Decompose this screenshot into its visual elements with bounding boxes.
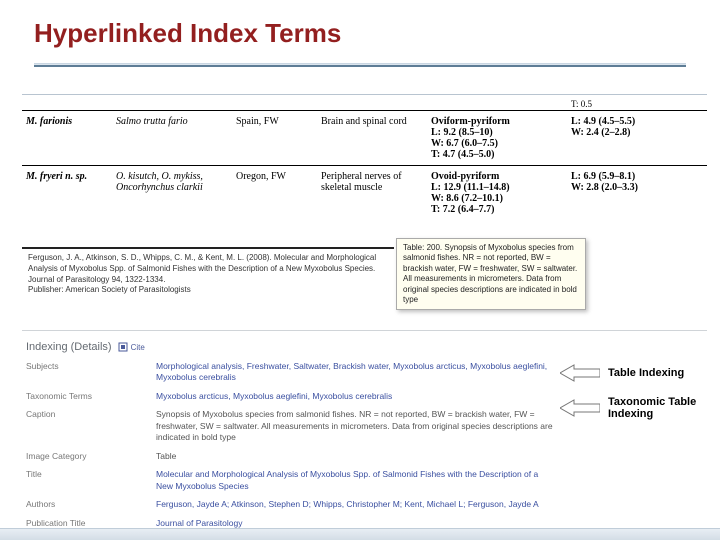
table-fragment-row: T: 0.5	[22, 97, 707, 109]
locality: Spain, FW	[232, 114, 317, 162]
details-value-category: Table	[156, 451, 556, 462]
table-top-divider	[22, 94, 707, 95]
locality: Oregon, FW	[232, 169, 317, 217]
citation-line: Journal of Parasitology 94, 1322-1334.	[28, 275, 388, 286]
arrow-left-icon	[560, 363, 600, 383]
species-name: M. fryeri n. sp.	[22, 169, 112, 217]
callout-taxonomic-indexing: Taxonomic Table Indexing	[560, 396, 696, 420]
table-row: M. farionis Salmo trutta fario Spain, FW…	[22, 111, 707, 165]
cite-label: Cite	[131, 343, 145, 352]
species-name: M. farionis	[22, 114, 112, 162]
measurements-b: L: 6.9 (5.9–8.1) W: 2.8 (2.0–3.3)	[567, 169, 677, 217]
title-underline	[34, 63, 686, 67]
details-header-label: Indexing (Details)	[26, 341, 112, 353]
citation-box: Ferguson, J. A., Atkinson, S. D., Whipps…	[22, 247, 394, 321]
citation-line: Publisher: American Society of Parasitol…	[28, 285, 388, 296]
details-label-subjects: Subjects	[26, 361, 146, 384]
details-label-title: Title	[26, 469, 146, 492]
slide-title: Hyperlinked Index Terms	[0, 0, 720, 55]
table-caption-tooltip: Table: 200. Synopsis of Myxobolus specie…	[396, 238, 586, 310]
measurements-a: Oviform-pyriform L: 9.2 (8.5–10) W: 6.7 …	[427, 114, 567, 162]
callout-label: Table Indexing	[608, 367, 684, 379]
cite-icon	[118, 342, 128, 352]
details-divider	[22, 330, 707, 331]
fragment-measure: T: 0.5	[567, 97, 677, 109]
footer-bar	[0, 528, 720, 540]
details-grid: Subjects Morphological analysis, Freshwa…	[22, 357, 707, 535]
details-label-caption: Caption	[26, 409, 146, 443]
site: Peripheral nerves of skeletal muscle	[317, 169, 427, 217]
site: Brain and spinal cord	[317, 114, 427, 162]
details-value-taxonomic[interactable]: Myxobolus arcticus, Myxobolus aeglefini,…	[156, 391, 556, 402]
host-species: O. kisutch, O. mykiss, Oncorhynchus clar…	[112, 169, 232, 217]
species-table: M. farionis Salmo trutta fario Spain, FW…	[22, 110, 707, 240]
details-value-caption: Synopsis of Myxobolus species from salmo…	[156, 409, 556, 443]
details-value-subjects[interactable]: Morphological analysis, Freshwater, Salt…	[156, 361, 556, 384]
details-label-category: Image Category	[26, 451, 146, 462]
citation-line: Ferguson, J. A., Atkinson, S. D., Whipps…	[28, 253, 388, 264]
table-row: M. fryeri n. sp. O. kisutch, O. mykiss, …	[22, 165, 707, 220]
indexing-details: Indexing (Details) Cite Subjects Morphol…	[22, 326, 707, 535]
details-label-taxonomic: Taxonomic Terms	[26, 391, 146, 402]
details-value-title[interactable]: Molecular and Morphological Analysis of …	[156, 469, 556, 492]
measurements-b: L: 4.9 (4.5–5.5) W: 2.4 (2–2.8)	[567, 114, 677, 162]
citation-line: Analysis of Myxobolus Spp. of Salmonid F…	[28, 264, 388, 275]
arrow-left-icon	[560, 398, 600, 418]
host-species: Salmo trutta fario	[112, 114, 232, 162]
cite-link[interactable]: Cite	[118, 342, 145, 352]
callout-table-indexing: Table Indexing	[560, 363, 684, 383]
details-value-authors[interactable]: Ferguson, Jayde A; Atkinson, Stephen D; …	[156, 499, 556, 510]
details-header: Indexing (Details) Cite	[22, 337, 707, 357]
details-label-authors: Authors	[26, 499, 146, 510]
callout-label: Taxonomic Table Indexing	[608, 396, 696, 420]
measurements-a: Ovoid-pyriform L: 12.9 (11.1–14.8) W: 8.…	[427, 169, 567, 217]
